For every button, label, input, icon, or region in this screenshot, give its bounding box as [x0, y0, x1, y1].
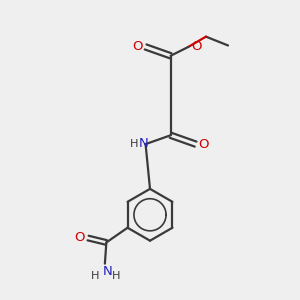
Text: O: O: [75, 231, 85, 244]
Text: N: N: [138, 137, 148, 150]
Text: O: O: [199, 138, 209, 151]
Text: O: O: [132, 40, 142, 53]
Text: N: N: [103, 265, 113, 278]
Text: O: O: [191, 40, 202, 53]
Text: H: H: [91, 271, 100, 281]
Text: H: H: [112, 271, 120, 281]
Text: H: H: [130, 139, 139, 148]
